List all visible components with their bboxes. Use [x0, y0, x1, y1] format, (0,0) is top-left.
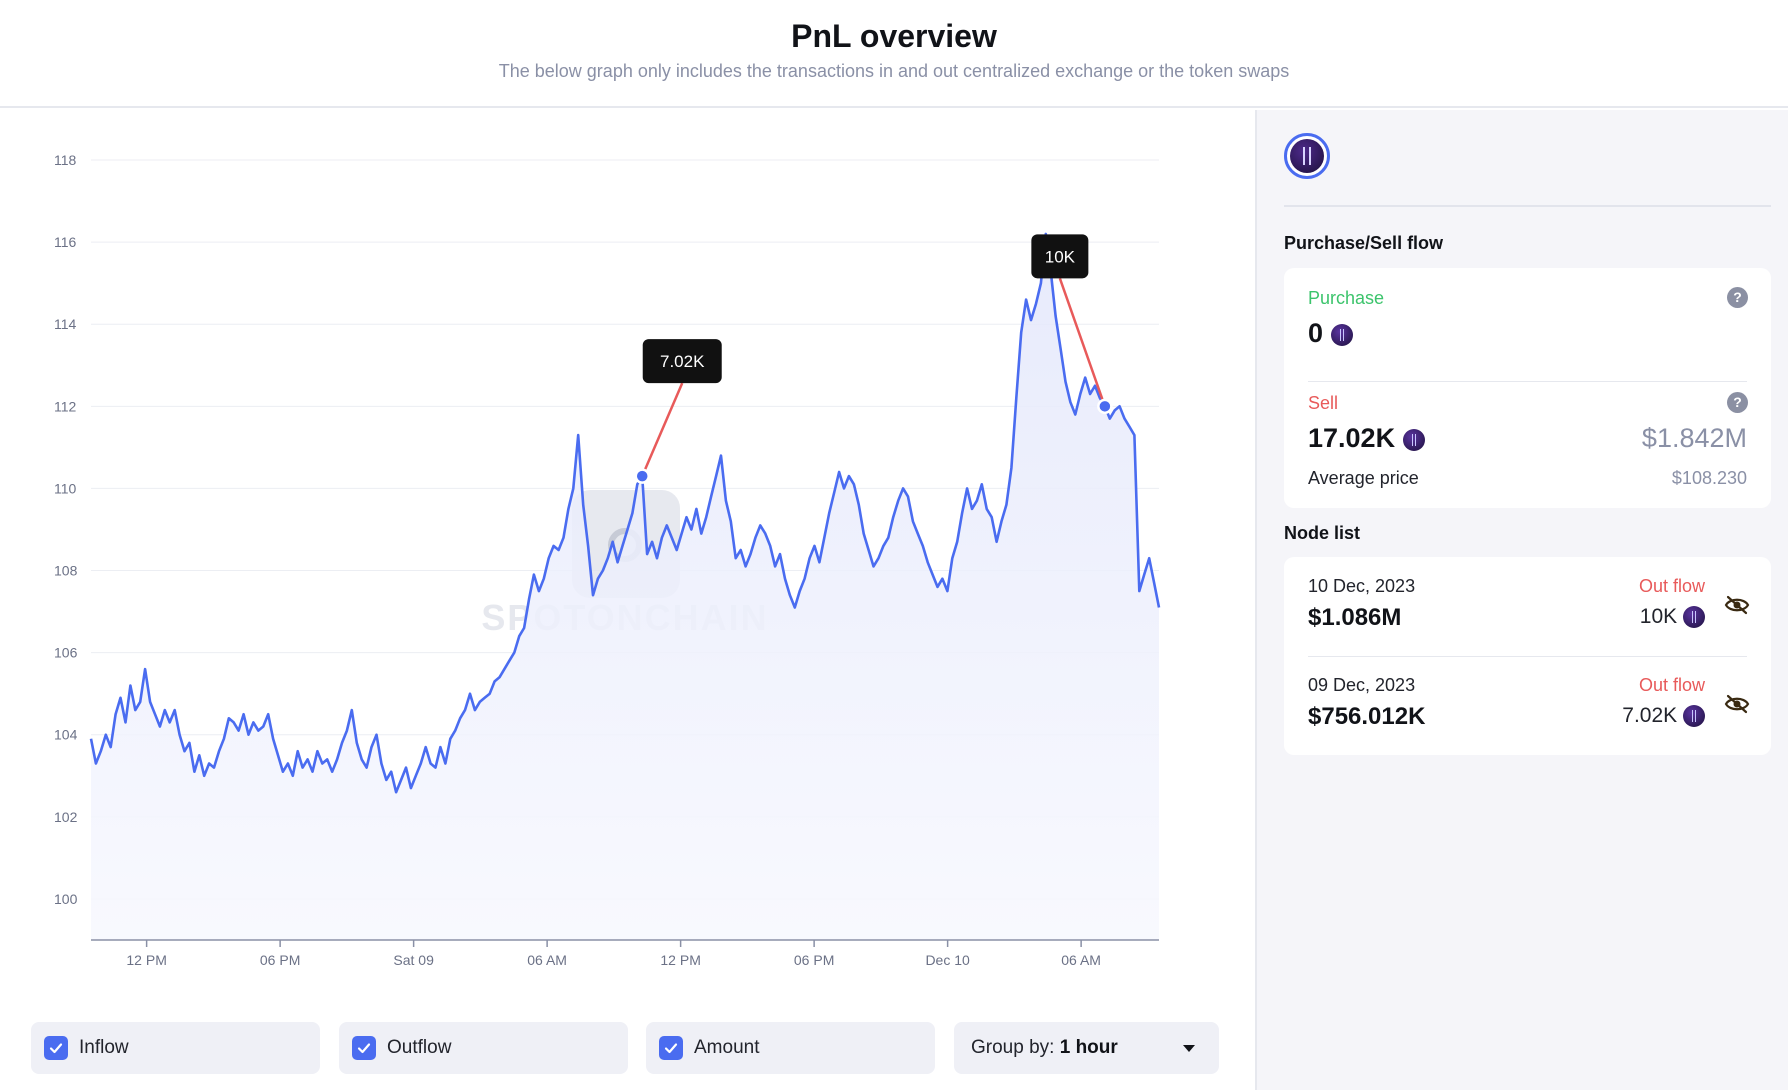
sidebar-divider	[1284, 205, 1771, 207]
y-tick-label: 116	[54, 234, 77, 250]
y-tick-label: 106	[54, 645, 78, 661]
amount-label: Amount	[694, 1037, 760, 1058]
marker-point	[1097, 398, 1113, 415]
average-price-label: Average price	[1308, 468, 1419, 488]
checkbox-checked-icon[interactable]	[44, 1036, 68, 1060]
x-tick-label: 06 AM	[1061, 952, 1101, 968]
node-value: $1.086M	[1308, 604, 1402, 631]
group-by-label: Group by: 1 hour	[971, 1037, 1118, 1058]
caret-down-icon[interactable]	[1183, 1045, 1195, 1052]
marker-label: 7.02K	[660, 352, 705, 371]
purchase-sell-flow-title: Purchase/Sell flow	[1284, 233, 1444, 253]
node-divider	[1308, 656, 1747, 657]
token-icon	[1330, 323, 1353, 346]
token-logo-icon	[1290, 139, 1324, 173]
sidebar: Purchase/Sell flow Purchase ? 0 Sell ? 1…	[1255, 110, 1788, 1090]
marker-point	[634, 468, 650, 484]
y-tick-label: 102	[54, 809, 78, 825]
purchase-amount: 0	[1308, 318, 1353, 349]
marker-label: 10K	[1045, 247, 1076, 266]
y-tick-label: 108	[54, 563, 78, 579]
marker-connector	[641, 382, 684, 477]
chart-panel: 100102104106108110112114116118SPOTONCHAI…	[0, 110, 1255, 1090]
outflow-toggle[interactable]: Outflow	[339, 1022, 628, 1074]
help-icon[interactable]: ?	[1727, 392, 1748, 413]
x-tick-label: 12 PM	[126, 952, 166, 968]
x-tick-label: 06 PM	[794, 952, 834, 968]
purchase-sell-card: Purchase ? 0 Sell ? 17.02K $1.842M Avera…	[1284, 268, 1771, 508]
y-tick-label: 114	[54, 316, 77, 332]
token-avatar	[1284, 133, 1330, 179]
page-subtitle: The below graph only includes the transa…	[498, 61, 1290, 81]
x-tick-label: Dec 10	[925, 952, 970, 968]
node-value: $756.012K	[1308, 703, 1426, 730]
series-area	[91, 233, 1159, 940]
outflow-label: Outflow	[387, 1037, 452, 1058]
pnl-chart[interactable]: 100102104106108110112114116118SPOTONCHAI…	[0, 110, 1255, 1010]
average-price-value: $108.230	[1671, 468, 1747, 488]
x-tick-label: 06 PM	[260, 952, 300, 968]
y-tick-label: 100	[54, 891, 78, 907]
node-flow-type: Out flow	[1638, 675, 1705, 695]
sell-usd-value: $1.842M	[1641, 423, 1747, 453]
marker-label-box	[1031, 234, 1089, 279]
token-icon	[1683, 705, 1705, 728]
series-line	[89, 232, 1161, 794]
x-tick-label: 12 PM	[660, 952, 700, 968]
marker-label-box	[642, 339, 722, 384]
group-by-value: 1 hour	[1059, 1037, 1118, 1058]
marker-connector	[1058, 277, 1107, 407]
page-header: PnL overview The below graph only includ…	[0, 0, 1788, 108]
eye-off-icon[interactable]	[1724, 694, 1750, 714]
inflow-label: Inflow	[79, 1037, 129, 1058]
page-title: PnL overview	[791, 18, 997, 54]
node-list-item[interactable]: 10 Dec, 2023 $1.086M Out flow 10K	[1284, 557, 1771, 656]
purchase-label: Purchase	[1308, 288, 1385, 308]
checkbox-checked-icon[interactable]	[659, 1036, 683, 1060]
node-list-item[interactable]: 09 Dec, 2023 $756.012K Out flow 7.02K	[1284, 656, 1771, 755]
node-date: 10 Dec, 2023	[1308, 576, 1416, 596]
x-tick-label: Sat 09	[393, 952, 434, 968]
node-amount: 7.02K	[1622, 704, 1705, 728]
y-tick-label: 118	[54, 152, 77, 168]
x-tick-label: 06 AM	[527, 952, 567, 968]
y-tick-label: 110	[54, 480, 77, 496]
group-by-dropdown[interactable]: Group by: 1 hour	[954, 1022, 1219, 1074]
y-tick-label: 104	[54, 727, 78, 743]
node-amount: 10K	[1640, 605, 1705, 629]
y-tick-label: 112	[54, 398, 77, 414]
token-icon	[1402, 428, 1425, 451]
sell-label: Sell	[1308, 393, 1339, 413]
sell-amount: 17.02K	[1308, 423, 1425, 454]
inflow-toggle[interactable]: Inflow	[31, 1022, 320, 1074]
node-date: 09 Dec, 2023	[1308, 675, 1416, 695]
node-list-title: Node list	[1284, 523, 1361, 543]
token-icon	[1683, 606, 1705, 629]
node-flow-type: Out flow	[1638, 576, 1705, 596]
card-divider	[1308, 381, 1747, 382]
checkbox-checked-icon[interactable]	[352, 1036, 376, 1060]
help-icon[interactable]: ?	[1727, 287, 1748, 308]
eye-off-icon[interactable]	[1724, 595, 1750, 615]
node-list-card: 10 Dec, 2023 $1.086M Out flow 10K 09 Dec…	[1284, 557, 1771, 755]
amount-toggle[interactable]: Amount	[646, 1022, 935, 1074]
